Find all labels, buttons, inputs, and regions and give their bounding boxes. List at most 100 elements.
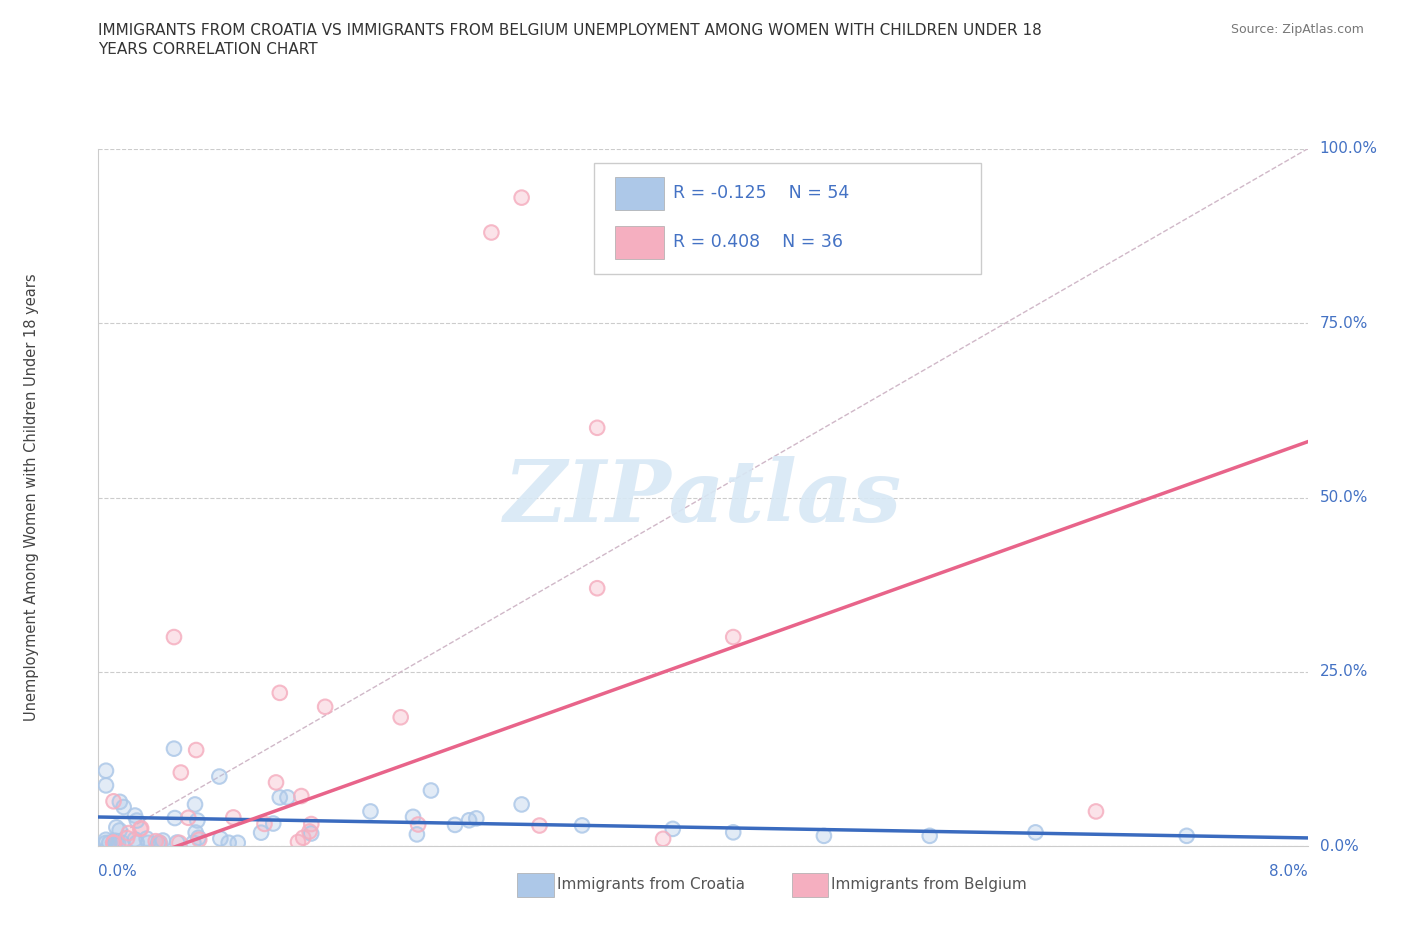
Point — [186, 742, 208, 757]
Point — [188, 832, 211, 847]
Point — [149, 835, 172, 850]
Point — [112, 800, 135, 815]
Point — [169, 835, 191, 850]
Point — [105, 820, 128, 835]
Point — [290, 789, 312, 804]
Point — [108, 823, 131, 838]
Point — [253, 817, 276, 831]
Point — [186, 813, 208, 828]
Point — [510, 797, 533, 812]
Point — [98, 835, 121, 850]
Point — [125, 813, 148, 828]
Point — [103, 835, 125, 850]
Point — [209, 831, 232, 846]
Point — [479, 225, 503, 240]
Point — [163, 741, 186, 756]
Point — [177, 810, 200, 825]
Point — [111, 835, 134, 850]
Point — [586, 580, 609, 596]
Point — [125, 835, 148, 850]
Point — [314, 699, 336, 714]
Text: YEARS CORRELATION CHART: YEARS CORRELATION CHART — [98, 42, 318, 57]
Point — [652, 831, 675, 846]
Point — [129, 821, 152, 836]
Point — [136, 835, 159, 850]
Point — [723, 825, 745, 840]
Point — [103, 833, 125, 848]
Point — [269, 685, 291, 700]
Point — [105, 820, 128, 835]
Point — [218, 835, 240, 850]
Point — [661, 821, 683, 836]
Point — [269, 790, 291, 805]
Point — [299, 826, 322, 841]
Point — [402, 809, 425, 824]
Point — [269, 685, 291, 700]
Point — [479, 225, 503, 240]
FancyBboxPatch shape — [595, 163, 981, 274]
Point — [918, 829, 941, 844]
Point — [163, 741, 186, 756]
Point — [94, 835, 117, 850]
Point — [103, 835, 125, 850]
Point — [406, 817, 429, 832]
Point — [163, 811, 186, 826]
Point — [103, 835, 125, 850]
Point — [458, 813, 481, 828]
Point — [94, 764, 117, 778]
Point — [184, 797, 207, 812]
Point — [287, 834, 309, 849]
Point — [111, 835, 134, 850]
Point — [124, 808, 146, 823]
Point — [125, 813, 148, 828]
Point — [94, 764, 117, 778]
Point — [103, 794, 125, 809]
Point — [298, 824, 321, 839]
Point — [586, 420, 609, 435]
Point — [250, 825, 273, 840]
Point — [571, 818, 593, 833]
Point — [292, 830, 315, 845]
Point — [298, 824, 321, 839]
Point — [148, 835, 170, 850]
Point — [108, 823, 131, 838]
Point — [186, 813, 208, 828]
Point — [389, 710, 412, 724]
Text: Immigrants from Belgium: Immigrants from Belgium — [831, 877, 1026, 892]
Point — [124, 832, 146, 847]
Point — [222, 810, 245, 825]
Point — [184, 797, 207, 812]
Point — [406, 827, 429, 842]
Point — [529, 818, 551, 833]
Point — [103, 835, 125, 850]
Text: 50.0%: 50.0% — [1320, 490, 1368, 505]
Point — [108, 794, 131, 809]
Point — [723, 630, 745, 644]
Point — [208, 769, 231, 784]
Point — [103, 835, 125, 850]
Text: Source: ZipAtlas.com: Source: ZipAtlas.com — [1230, 23, 1364, 36]
Point — [918, 829, 941, 844]
Point — [166, 835, 188, 850]
Point — [177, 810, 200, 825]
Point — [444, 817, 467, 832]
Text: 8.0%: 8.0% — [1268, 864, 1308, 879]
Point — [183, 835, 205, 850]
Point — [152, 833, 174, 848]
Point — [262, 817, 284, 831]
Point — [1175, 829, 1198, 844]
Point — [209, 831, 232, 846]
Point — [299, 826, 322, 841]
Point — [183, 835, 205, 850]
Point — [276, 790, 298, 804]
Point — [163, 630, 186, 644]
Point — [419, 783, 441, 798]
Point — [145, 833, 167, 848]
Point — [444, 817, 467, 832]
Text: R = -0.125    N = 54: R = -0.125 N = 54 — [672, 184, 849, 202]
Point — [118, 826, 141, 841]
Point — [389, 710, 412, 724]
FancyBboxPatch shape — [614, 226, 664, 259]
Point — [314, 699, 336, 714]
Point — [1085, 804, 1108, 819]
